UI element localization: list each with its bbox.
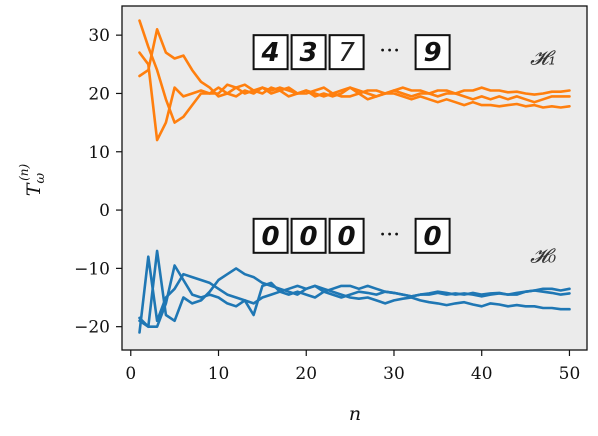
x-tick-label: 50 <box>559 364 581 384</box>
digit-image-box <box>328 217 365 254</box>
x-tick-label: 20 <box>295 364 317 384</box>
series-line-h1-3 <box>138 51 571 142</box>
y-tick-label: 10 <box>88 143 110 163</box>
x-axis-label: n <box>349 403 361 425</box>
series-line-h0-3 <box>138 264 571 329</box>
hypothesis-label-h0: 𝓗₀ <box>530 244 556 268</box>
digit-image-glyph: 0 <box>424 222 442 252</box>
y-axis-label: Tω(n) <box>17 163 48 196</box>
hypothesis-label-h1: 𝓗₁ <box>530 45 556 69</box>
ellipsis-dots: ··· <box>379 223 400 248</box>
digit-image-glyph: 0 <box>300 222 318 252</box>
svg-text:Tω(n): Tω(n) <box>17 163 48 196</box>
series-layer <box>138 19 571 334</box>
series-line-h0-1 <box>138 255 571 334</box>
y-tick-label: 0 <box>99 201 110 221</box>
y-tick-label: −20 <box>74 318 110 338</box>
digit-image-box <box>328 34 365 71</box>
digit-image-glyph: 0 <box>262 222 280 252</box>
plot-frame <box>121 5 588 351</box>
x-tick-label: 10 <box>208 364 230 384</box>
digit-image-box <box>290 34 327 71</box>
x-tick-label: 0 <box>125 364 136 384</box>
digit-image-box <box>290 217 327 254</box>
digit-image-glyph: 3 <box>300 38 318 68</box>
digit-image-box <box>252 34 289 71</box>
y-tick-label: −10 <box>74 259 110 279</box>
x-tick-label: 40 <box>471 364 493 384</box>
inset-layer: 4 3 7 9··· 𝓗₁0 0 0 0···𝓗₀ <box>252 34 556 268</box>
digit-image-box <box>414 217 451 254</box>
digit-image-glyph: 7 <box>338 38 355 68</box>
digit-image-glyph: 4 <box>261 38 280 68</box>
ellipsis-dots: ··· <box>379 39 400 64</box>
x-tick-label: 30 <box>383 364 405 384</box>
digit-image-box <box>414 34 451 71</box>
digit-image-glyph: 0 <box>338 222 356 252</box>
digit-image-box <box>252 217 289 254</box>
series-line-h1-2 <box>138 27 571 104</box>
y-tick-label: 20 <box>88 84 110 104</box>
digit-image-glyph: 9 <box>424 38 442 68</box>
y-tick-label: 30 <box>88 26 110 46</box>
